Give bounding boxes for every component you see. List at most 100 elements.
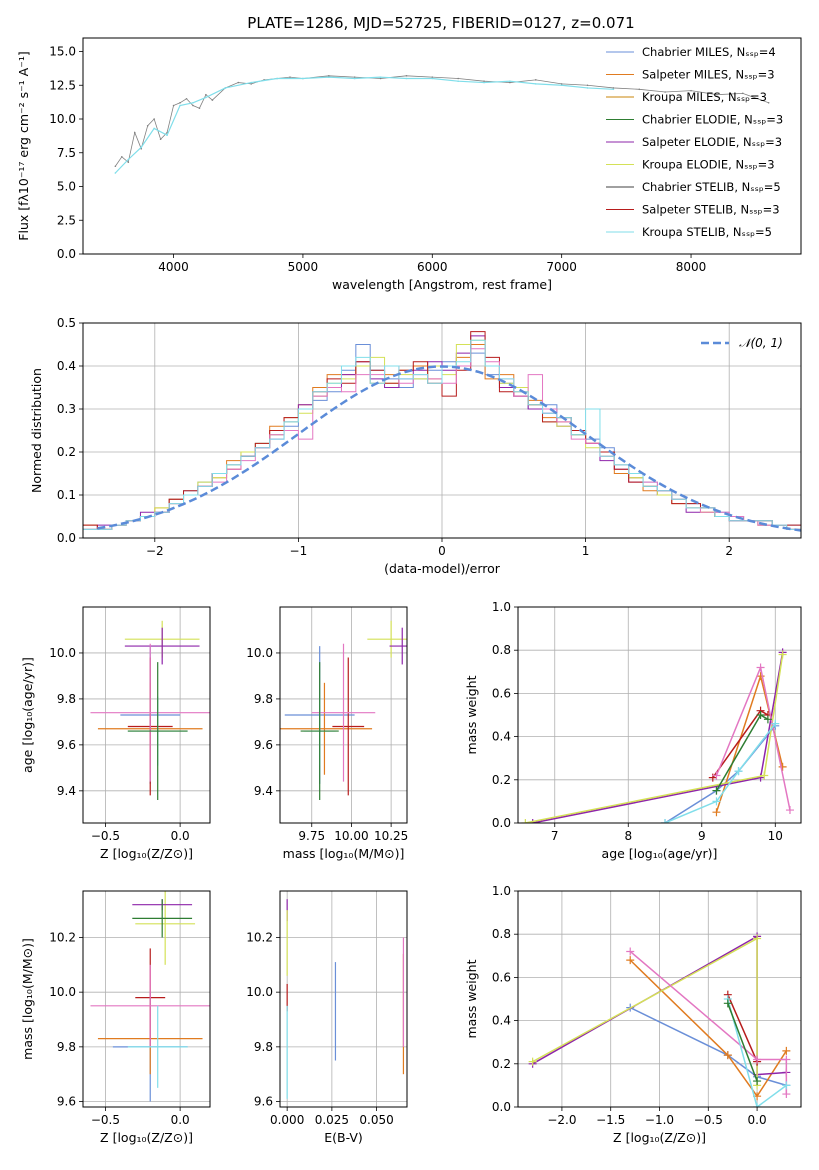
spectrum-point [114, 172, 117, 174]
spectrum-point [353, 76, 356, 78]
plot-marks [528, 932, 791, 1107]
x-axis-label: Z [log₁₀(Z/Z⊙)] [100, 846, 193, 861]
x-tick-label: 10.00 [334, 829, 368, 843]
weight-marker [521, 819, 530, 823]
weight-marker [778, 762, 787, 771]
panel-age_vs_Z: −0.5 0.0 9.4 9.6 9.8 10.0 Z [log₁₀(Z/Z⊙)] age [… [20, 606, 211, 861]
plot-marks [90, 620, 210, 801]
spectrum-point [767, 102, 770, 104]
weight-marker [782, 1046, 791, 1055]
x-tick-label: 8 [624, 829, 632, 843]
x-tick-label: 10 [768, 829, 783, 843]
weight-line [664, 725, 776, 823]
y-tick-label: 9.6 [57, 738, 76, 752]
y-tick-label: 7.5 [57, 146, 76, 160]
y-tick-label: 9.4 [254, 784, 273, 798]
x-tick-label: 0.0 [748, 1113, 767, 1127]
spectrum-point [328, 75, 330, 77]
spectrum-point [172, 104, 175, 107]
x-tick-label: −1.0 [645, 1113, 674, 1127]
weight-marker [763, 715, 772, 724]
y-tick-label: 10.2 [49, 930, 76, 944]
axes-frame [82, 322, 802, 539]
panel-spectrum: 4000 5000 6000 7000 8000 0.0 2.5 5.0 7.5 10.0 12.5… [16, 37, 802, 292]
spectrum-point [664, 91, 666, 93]
weight-marker [756, 773, 765, 782]
panel-mass_vs_ebv: 0.000 0.025 0.050 9.6 9.8 10.0 10.2 E(B-V) [246, 890, 408, 1145]
y-tick-label: 1.0 [492, 884, 511, 898]
y-axis-label: mass weight [464, 959, 479, 1038]
y-tick-label: 10.0 [49, 985, 76, 999]
spectrum-point [457, 80, 459, 82]
axes-frame [82, 606, 211, 824]
x-tick-label: 10.25 [374, 829, 408, 843]
y-axis-label: mass [log₁₀(M/M⊙)] [20, 938, 35, 1060]
spectrum-point [509, 80, 511, 82]
x-tick-label: 1 [582, 544, 590, 558]
weight-marker [782, 1081, 791, 1090]
x-axis-label: wavelength [Angstrom, rest frame] [332, 277, 552, 292]
y-axis-label: Normed distribution [29, 368, 44, 493]
y-tick-label: 0.0 [492, 1100, 511, 1114]
spectrum-point [379, 76, 382, 78]
x-axis-label: (data-model)/error [384, 561, 501, 576]
legend-label: Kroupa STELIB, Nₛₛₚ=5 [642, 225, 772, 239]
panel-weight_vs_age: 7 8 9 10 0.0 0.2 0.4 0.6 0.8 1.0 age [log₁₀(age/yr… [464, 600, 802, 861]
x-tick-label: −0.5 [91, 829, 120, 843]
x-axis-label: Z [log₁₀(Z/Z⊙)] [613, 1130, 706, 1145]
x-tick-label: 2 [725, 544, 733, 558]
x-tick-label: 7000 [546, 260, 577, 274]
spectrum-point [289, 76, 291, 78]
spectrum-point [166, 134, 168, 136]
y-tick-label: 10.0 [49, 646, 76, 660]
spectrum-point [353, 77, 356, 80]
weight-marker [528, 1057, 537, 1066]
panel-mass_vs_Z: −0.5 0.0 9.6 9.8 10.0 10.2 Z [log₁₀(Z/Z⊙)] mass… [20, 890, 211, 1145]
spectrum-point [250, 83, 252, 85]
weight-marker [760, 771, 769, 780]
plot-marks [90, 891, 210, 1102]
y-tick-label: 10.0 [49, 112, 76, 126]
y-tick-label: 0.1 [57, 488, 76, 502]
spectrum-point [153, 127, 155, 130]
y-tick-label: 12.5 [49, 78, 76, 92]
y-tick-label: 9.6 [254, 738, 273, 752]
axes-frame [279, 890, 408, 1108]
legend-label: 𝒩(0, 1) [739, 336, 783, 350]
weight-marker [753, 934, 762, 943]
spectrum-point [586, 84, 589, 87]
spectrum-point [205, 93, 207, 96]
y-tick-label: 9.8 [57, 692, 76, 706]
y-tick-label: 10.0 [246, 646, 273, 660]
panel-weight_vs_Z: −2.0 −1.5 −1.0 −0.5 0.0 0.0 0.2 0.4 0.6 0.8 1.0 Z [… [464, 884, 802, 1145]
weight-line [715, 664, 791, 811]
x-tick-label: 0 [438, 544, 446, 558]
spectrum-point [237, 81, 240, 84]
weight-line [532, 937, 758, 1086]
plot-marks [114, 75, 770, 174]
spectrum-point [741, 92, 744, 95]
x-tick-label: 4000 [158, 260, 189, 274]
spectrum-point [114, 165, 117, 168]
y-tick-label: 0.4 [492, 730, 511, 744]
weight-marker [753, 1055, 762, 1064]
spectrum-point [457, 77, 459, 80]
weight-marker [723, 999, 732, 1008]
spectrum-line [114, 76, 614, 174]
x-tick-label: −0.5 [694, 1113, 723, 1127]
spectrum-point [716, 93, 718, 96]
weight-marker [712, 771, 721, 780]
spectrum-point [179, 102, 181, 104]
y-axis-label: mass weight [464, 675, 479, 754]
weight-marker [782, 1090, 791, 1099]
histogram-step [83, 339, 801, 530]
y-tick-label: 0.0 [57, 247, 76, 261]
spectrum-point [250, 81, 252, 84]
x-tick-label: 7 [551, 829, 559, 843]
spectrum-point [690, 89, 692, 92]
legend-label: Salpeter MILES, Nₛₛₚ=3 [642, 68, 775, 82]
weight-marker [753, 1077, 762, 1086]
axes-frame [82, 890, 211, 1108]
x-tick-label: −2 [146, 544, 164, 558]
